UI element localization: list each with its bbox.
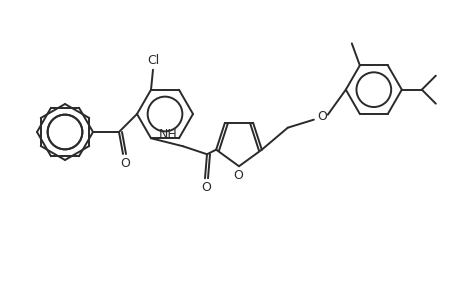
Text: O: O <box>201 181 211 194</box>
Text: Cl: Cl <box>146 54 159 67</box>
Text: O: O <box>233 169 242 182</box>
Text: O: O <box>316 110 326 123</box>
Text: O: O <box>120 157 129 169</box>
Text: NH: NH <box>158 128 177 141</box>
